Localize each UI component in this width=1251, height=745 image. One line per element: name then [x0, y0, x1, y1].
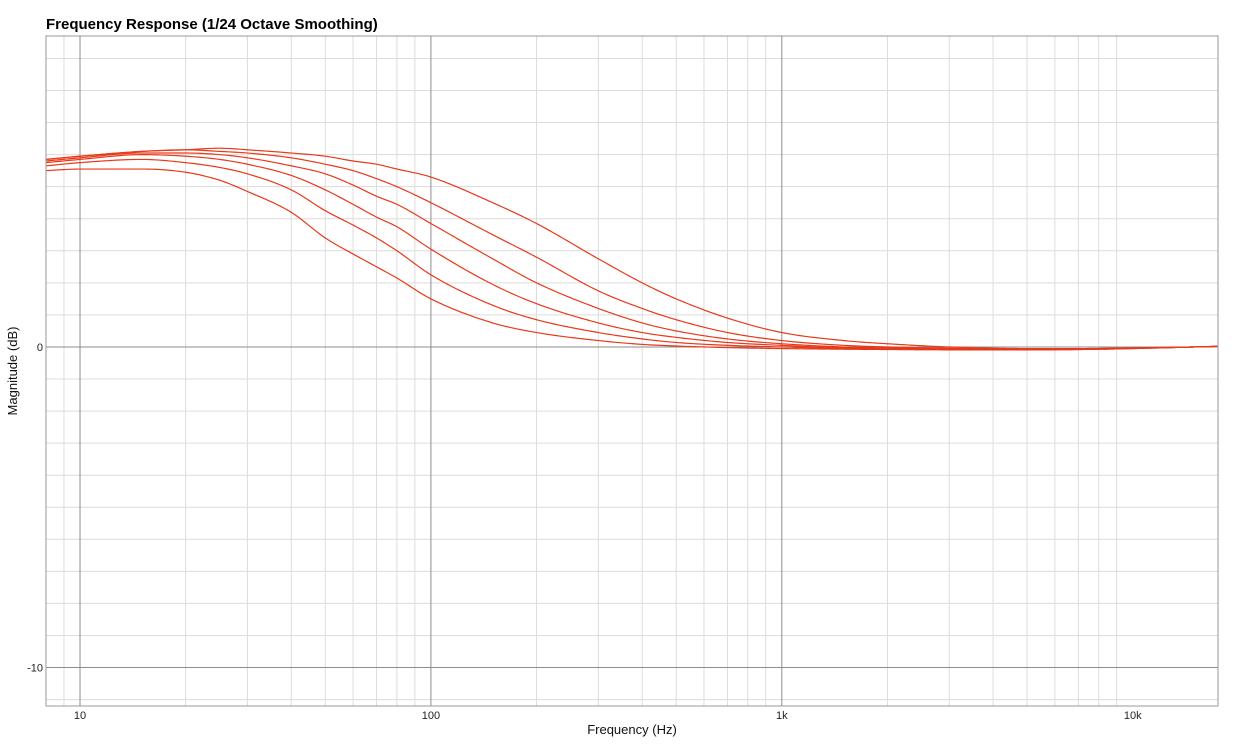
- chart-title: Frequency Response (1/24 Octave Smoothin…: [46, 16, 378, 33]
- plot-frame: [45, 35, 1219, 707]
- x-tick-label: 100: [422, 710, 440, 722]
- series-line-5: [45, 149, 1219, 350]
- y-axis-label: Magnitude (dB): [5, 327, 20, 416]
- x-tick-label: 10k: [1124, 710, 1142, 722]
- x-tick-label: 1k: [776, 710, 788, 722]
- series-line-6: [45, 147, 1219, 350]
- y-tick-label: 0: [37, 342, 43, 354]
- y-tick-label: -10: [27, 663, 43, 675]
- series-lines: [45, 147, 1219, 351]
- x-axis-label: Frequency (Hz): [587, 722, 677, 737]
- minor-grid: [45, 36, 1218, 706]
- major-grid: [46, 36, 1218, 706]
- x-tick-labels: 10 100 1k 10k: [74, 710, 1142, 722]
- y-tick-labels: 0 -10: [27, 342, 43, 675]
- x-tick-label: 10: [74, 710, 86, 722]
- plot-background: [46, 36, 1218, 706]
